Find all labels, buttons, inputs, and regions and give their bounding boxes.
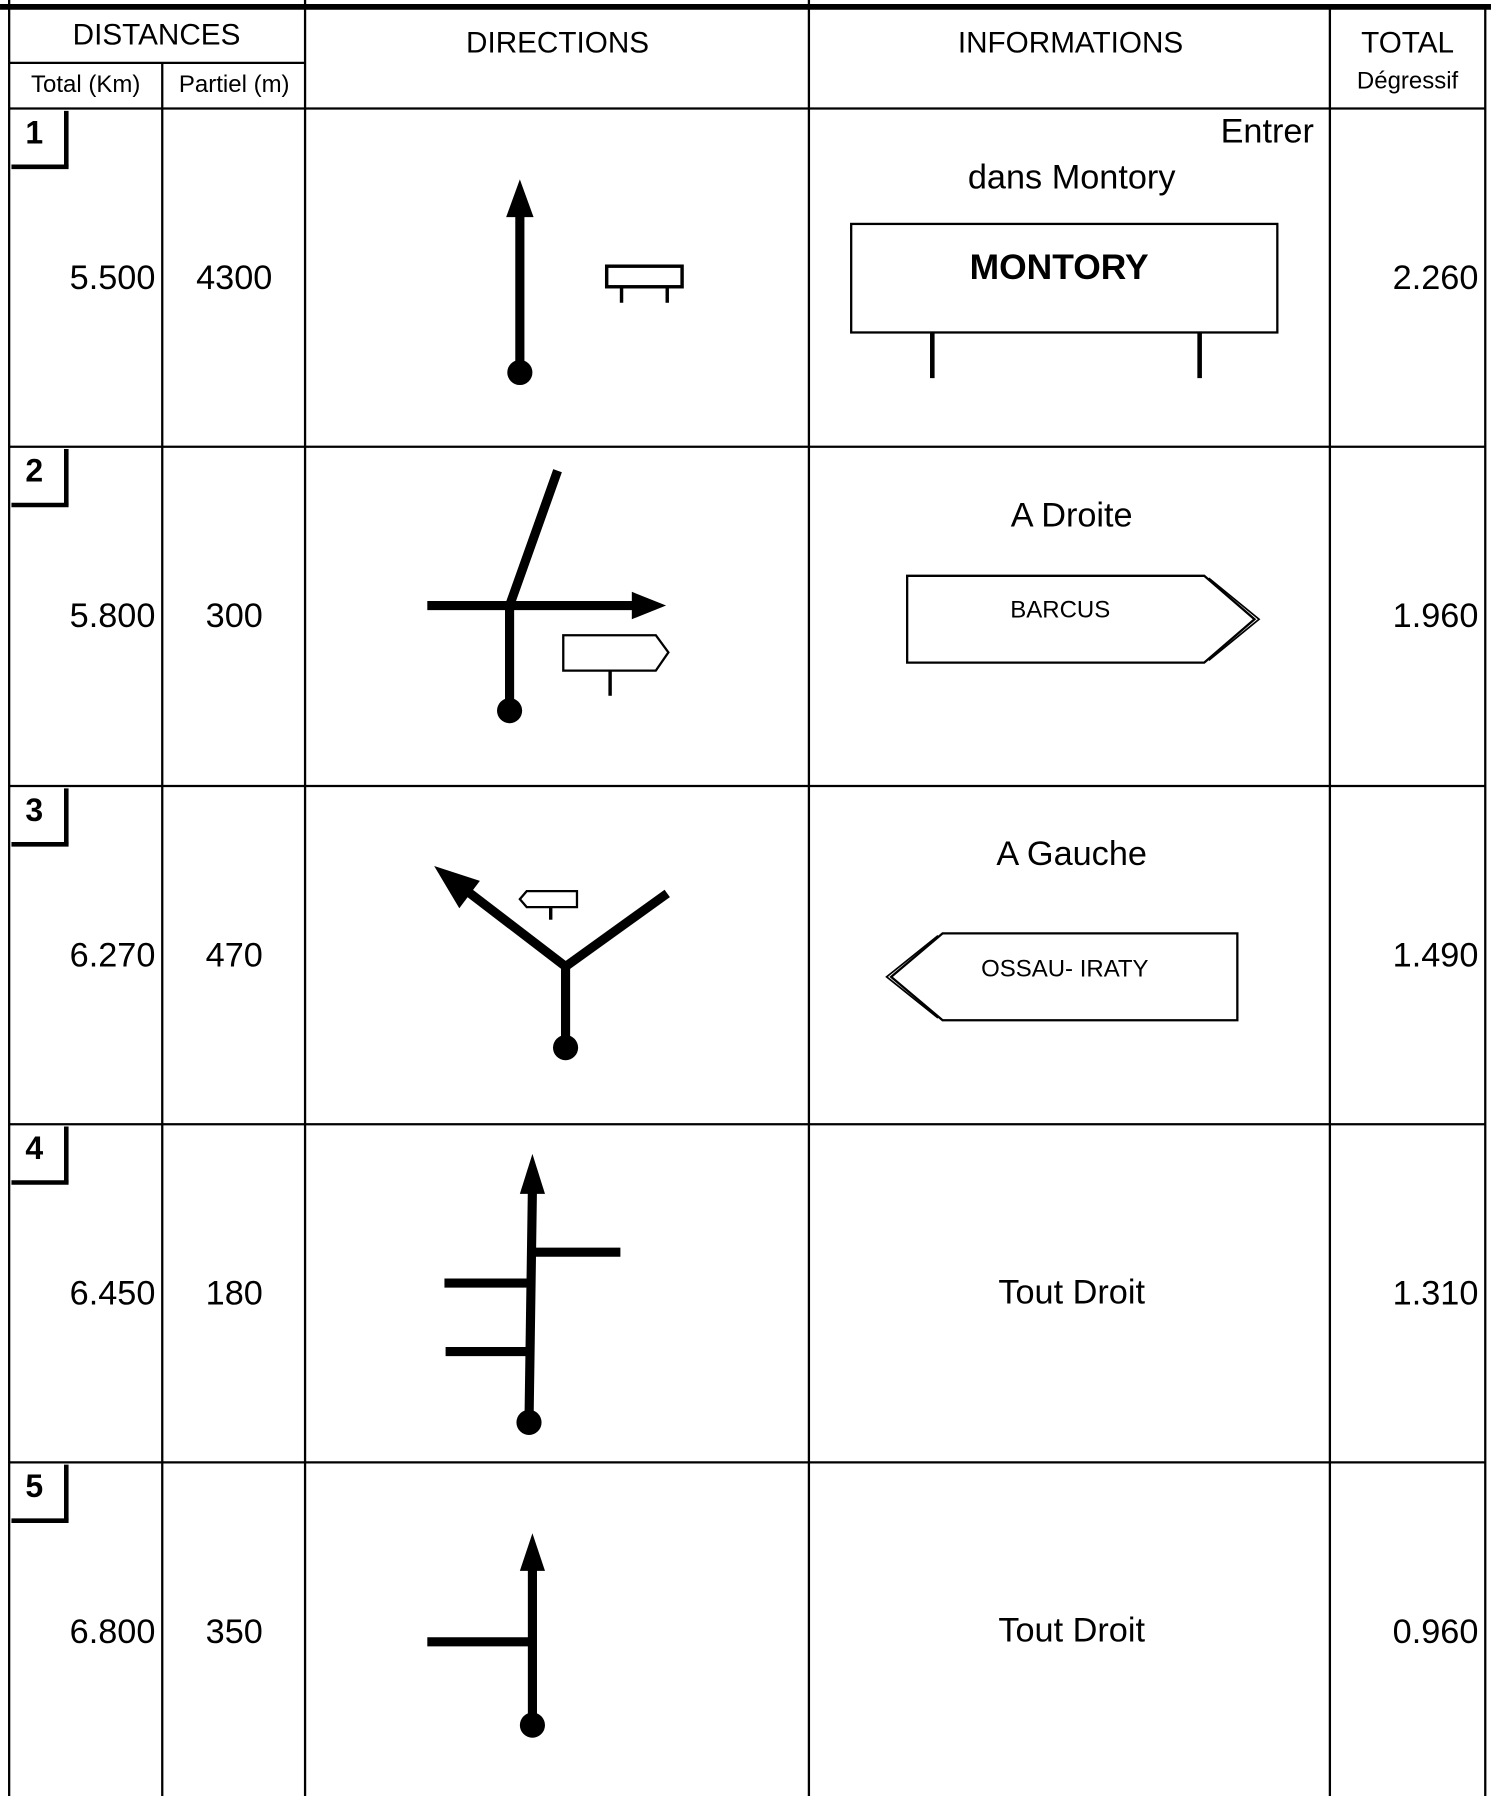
sign-text: BARCUS: [1010, 597, 1110, 624]
town-sign: [850, 222, 1279, 379]
sign-text: MONTORY: [970, 247, 1149, 287]
total-degressif: 1.490: [1393, 936, 1479, 974]
information: Tout Droit: [998, 1273, 1145, 1311]
partiel-m: 300: [206, 597, 263, 635]
total-km: 5.500: [70, 259, 156, 297]
total-degressif: 1.960: [1393, 597, 1479, 635]
total-degressif: 0.960: [1393, 1613, 1479, 1651]
row-number: 2: [25, 452, 43, 488]
header-degressif: Dégressif: [1357, 68, 1459, 95]
header-directions: DIRECTIONS: [466, 26, 649, 59]
header-total: TOTAL: [1361, 26, 1454, 59]
row-number: 5: [25, 1468, 43, 1504]
direction-diagram: [427, 469, 670, 724]
direction-diagram: [444, 1153, 621, 1435]
partiel-m: 350: [206, 1613, 263, 1651]
partiel-m: 180: [206, 1275, 263, 1313]
information: Entrer: [1221, 113, 1314, 151]
header-partiel: Partiel (m): [179, 71, 290, 98]
information: A Gauche: [996, 835, 1147, 873]
total-km: 6.800: [70, 1613, 156, 1651]
total-km: 6.450: [70, 1275, 156, 1313]
direction-sign: [885, 932, 1239, 1022]
partiel-m: 470: [206, 936, 263, 974]
total-km: 5.800: [70, 597, 156, 635]
header-distances: DISTANCES: [73, 18, 241, 51]
header-total-km: Total (Km): [31, 71, 140, 98]
direction-sign: [906, 574, 1261, 664]
information: A Droite: [1011, 497, 1133, 535]
direction-diagram: [427, 1533, 545, 1738]
information: dans Montory: [968, 158, 1176, 196]
header-informations: INFORMATIONS: [958, 26, 1183, 59]
information: Tout Droit: [998, 1612, 1145, 1650]
total-degressif: 2.260: [1393, 259, 1479, 297]
row-number: 4: [25, 1130, 43, 1166]
row-number: 1: [25, 114, 43, 150]
total-km: 6.270: [70, 936, 156, 974]
direction-diagram: [506, 179, 684, 386]
total-degressif: 1.310: [1393, 1275, 1479, 1313]
row-number: 3: [25, 792, 43, 828]
direction-diagram: [434, 866, 670, 1061]
sign-text: OSSAU- IRATY: [981, 955, 1148, 982]
partiel-m: 4300: [196, 259, 272, 297]
